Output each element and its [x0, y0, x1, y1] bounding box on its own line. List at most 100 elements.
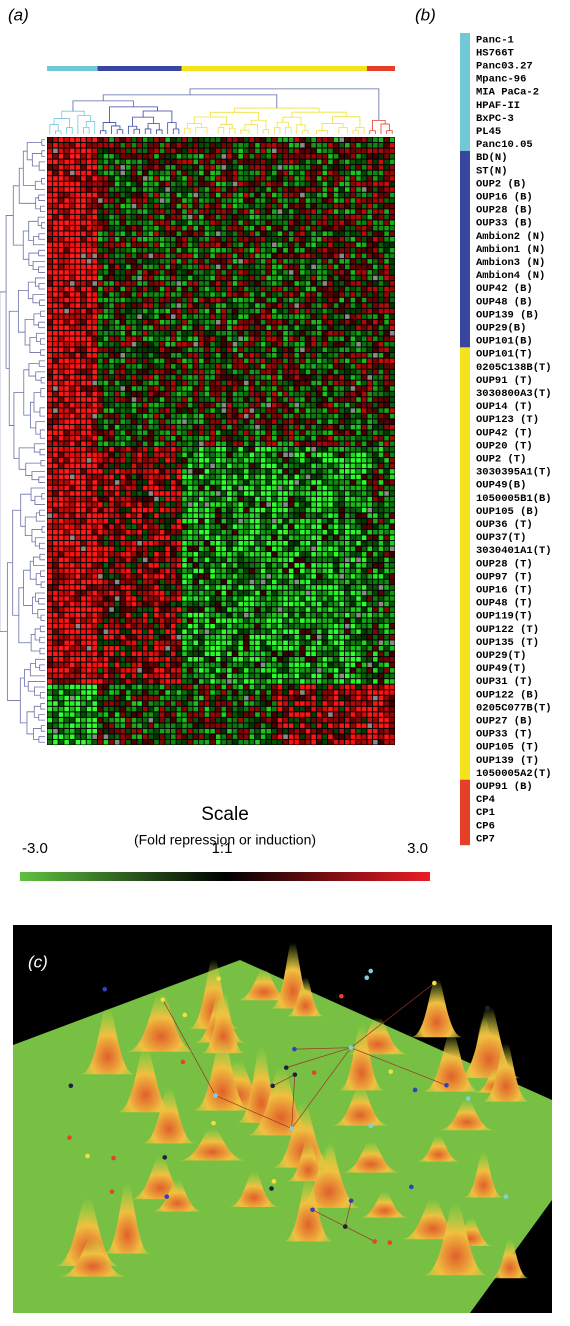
- heatmap-cell: [98, 154, 103, 159]
- heatmap-cell: [356, 209, 361, 214]
- heatmap-cell: [199, 370, 204, 375]
- heatmap-cell: [244, 281, 249, 286]
- heatmap-cell: [177, 486, 182, 491]
- heatmap-cell: [126, 491, 131, 496]
- heatmap-cell: [334, 220, 339, 225]
- heatmap-cell: [311, 254, 316, 259]
- heatmap-cell: [328, 287, 333, 292]
- heatmap-cell: [278, 353, 283, 358]
- heatmap-cell: [272, 486, 277, 491]
- heatmap-cell: [238, 154, 243, 159]
- heatmap-cell: [323, 171, 328, 176]
- heatmap-cell: [160, 226, 165, 231]
- heatmap-cell: [317, 353, 322, 358]
- heatmap-cell: [104, 497, 109, 502]
- heatmap-cell: [98, 309, 103, 314]
- heatmap-cell: [255, 303, 260, 308]
- heatmap-cell: [132, 502, 137, 507]
- heatmap-cell: [154, 375, 159, 380]
- heatmap-cell: [165, 414, 170, 419]
- heatmap-cell: [98, 370, 103, 375]
- heatmap-cell: [59, 209, 64, 214]
- heatmap-cell: [64, 331, 69, 336]
- heatmap-cell: [98, 535, 103, 540]
- heatmap-cell: [317, 231, 322, 236]
- heatmap-cell: [92, 508, 97, 513]
- heatmap-cell: [81, 303, 86, 308]
- heatmap-cell: [351, 198, 356, 203]
- heatmap-cell: [390, 491, 395, 496]
- heatmap-cell: [182, 535, 187, 540]
- heatmap-cell: [255, 248, 260, 253]
- heatmap-cell: [373, 287, 378, 292]
- heatmap-cell: [255, 237, 260, 242]
- heatmap-cell: [137, 425, 142, 430]
- heatmap-cell: [120, 231, 125, 236]
- heatmap-cell: [238, 574, 243, 579]
- heatmap-cell: [154, 359, 159, 364]
- heatmap-cell: [328, 419, 333, 424]
- heatmap-cell: [390, 198, 395, 203]
- heatmap-cell: [199, 281, 204, 286]
- heatmap-cell: [323, 165, 328, 170]
- heatmap-cell: [76, 143, 81, 148]
- heatmap-cell: [323, 491, 328, 496]
- heatmap-cell: [367, 524, 372, 529]
- heatmap-cell: [70, 209, 75, 214]
- heatmap-cell: [379, 414, 384, 419]
- heatmap-cell: [367, 320, 372, 325]
- heatmap-cell: [137, 497, 142, 502]
- heatmap-cell: [300, 193, 305, 198]
- heatmap-cell: [120, 336, 125, 341]
- heatmap-cell: [233, 442, 238, 447]
- heatmap-cell: [210, 165, 215, 170]
- heatmap-cell: [177, 160, 182, 165]
- heatmap-cell: [81, 486, 86, 491]
- heatmap-cell: [272, 370, 277, 375]
- heatmap-cell: [193, 541, 198, 546]
- heatmap-cell: [233, 331, 238, 336]
- heatmap-cell: [210, 320, 215, 325]
- heatmap-cell: [132, 408, 137, 413]
- heatmap-cell: [104, 397, 109, 402]
- heatmap-cell: [205, 187, 210, 192]
- heatmap-cell: [289, 209, 294, 214]
- heatmap-cell: [311, 298, 316, 303]
- heatmap-cell: [356, 513, 361, 518]
- heatmap-cell: [132, 320, 137, 325]
- heatmap-cell: [266, 486, 271, 491]
- heatmap-cell: [261, 325, 266, 330]
- heatmap-cell: [193, 331, 198, 336]
- heatmap-cell: [311, 248, 316, 253]
- heatmap-cell: [339, 231, 344, 236]
- heatmap-cell: [53, 226, 58, 231]
- heatmap-cell: [64, 558, 69, 563]
- heatmap-cell: [70, 502, 75, 507]
- heatmap-cell: [199, 442, 204, 447]
- heatmap-cell: [266, 375, 271, 380]
- heatmap-cell: [109, 375, 114, 380]
- heatmap-cell: [165, 209, 170, 214]
- heatmap-cell: [289, 331, 294, 336]
- heatmap-cell: [216, 574, 221, 579]
- heatmap-cell: [238, 425, 243, 430]
- heatmap-cell: [182, 403, 187, 408]
- heatmap-cell: [132, 447, 137, 452]
- heatmap-cell: [244, 359, 249, 364]
- heatmap-cell: [250, 237, 255, 242]
- heatmap-cell: [334, 425, 339, 430]
- heatmap-cell: [351, 469, 356, 474]
- heatmap-cell: [92, 160, 97, 165]
- heatmap-cell: [255, 182, 260, 187]
- heatmap-cell: [294, 143, 299, 148]
- heatmap-cell: [317, 447, 322, 452]
- heatmap-cell: [227, 425, 232, 430]
- heatmap-cell: [143, 381, 148, 386]
- heatmap-cell: [227, 209, 232, 214]
- heatmap-cell: [193, 160, 198, 165]
- heatmap-cell: [362, 359, 367, 364]
- heatmap-cell: [132, 508, 137, 513]
- heatmap-cell: [278, 160, 283, 165]
- heatmap-cell: [53, 370, 58, 375]
- heatmap-cell: [177, 325, 182, 330]
